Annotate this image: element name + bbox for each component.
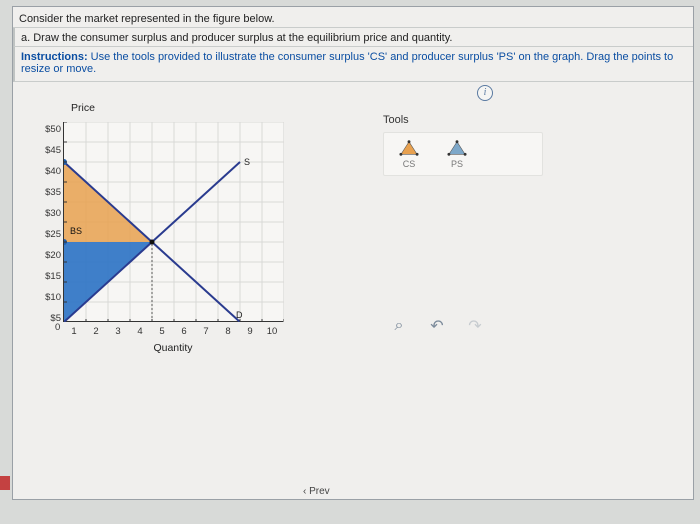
side-tab xyxy=(0,476,10,490)
ps-tool[interactable]: PS xyxy=(442,139,472,169)
tools-title: Tools xyxy=(383,114,543,126)
triangle-icon xyxy=(446,139,468,157)
exercise-page: Consider the market represented in the f… xyxy=(12,6,694,500)
svg-text:BS: BS xyxy=(70,226,82,236)
x-tick: 3 xyxy=(107,326,129,337)
x-tick: 9 xyxy=(239,326,261,337)
y-tick: $10 xyxy=(35,292,61,303)
y-axis-title: Price xyxy=(71,102,343,114)
y-tick: $30 xyxy=(35,208,61,219)
cs-tool[interactable]: CS xyxy=(394,139,424,169)
tools-panel: Tools CS PS ⌕ ↶ ↷ xyxy=(383,114,543,352)
prev-button[interactable]: ‹ Prev xyxy=(303,486,330,497)
tool-label: PS xyxy=(451,159,463,169)
y-tick: $20 xyxy=(35,250,61,261)
x-tick: 2 xyxy=(85,326,107,337)
x-tick: 10 xyxy=(261,326,283,337)
x-tick: 6 xyxy=(173,326,195,337)
question-part-a: a. Draw the consumer surplus and produce… xyxy=(13,28,693,47)
instructions-text: Use the tools provided to illustrate the… xyxy=(21,51,673,75)
y-tick: $35 xyxy=(35,187,61,198)
redo-icon[interactable]: ↷ xyxy=(465,316,485,336)
svg-text:S: S xyxy=(244,157,250,167)
instructions-label: Instructions: xyxy=(21,51,88,63)
tool-actions: ⌕ ↶ ↷ xyxy=(383,316,543,336)
x-tick: 8 xyxy=(217,326,239,337)
undo-icon[interactable]: ↶ xyxy=(427,316,447,336)
x-tick: 5 xyxy=(151,326,173,337)
plot-area[interactable]: S D BS xyxy=(63,122,283,322)
question-intro: Consider the market represented in the f… xyxy=(13,7,693,28)
x-tick: 4 xyxy=(129,326,151,337)
y-tick: $15 xyxy=(35,271,61,282)
content-area: Price $50$45$40$35$30$25$20$15$10$5 0 SD… xyxy=(13,82,693,352)
x-tick: 1 xyxy=(63,326,85,337)
y-tick: $45 xyxy=(35,145,61,156)
triangle-icon xyxy=(398,139,420,157)
zoom-icon[interactable]: ⌕ xyxy=(389,316,409,336)
svg-text:D: D xyxy=(236,310,243,320)
x-tick: 7 xyxy=(195,326,217,337)
origin-label: 0 xyxy=(55,322,60,333)
y-tick-labels: $50$45$40$35$30$25$20$15$10$5 xyxy=(35,124,61,324)
y-tick: $40 xyxy=(35,166,61,177)
x-axis-title: Quantity xyxy=(63,342,283,354)
y-tick: $25 xyxy=(35,229,61,240)
x-tick-labels: 12345678910 xyxy=(63,326,283,337)
tool-label: CS xyxy=(403,159,416,169)
plot-svg[interactable]: S D BS xyxy=(64,122,284,322)
y-tick: $50 xyxy=(35,124,61,135)
chart-container: Price $50$45$40$35$30$25$20$15$10$5 0 SD… xyxy=(63,102,343,352)
tool-row: CS PS xyxy=(383,132,543,176)
chart-box[interactable]: $50$45$40$35$30$25$20$15$10$5 0 SDBS 123… xyxy=(63,122,323,352)
info-icon[interactable]: i xyxy=(477,85,493,101)
instructions: Instructions: Use the tools provided to … xyxy=(13,47,693,82)
